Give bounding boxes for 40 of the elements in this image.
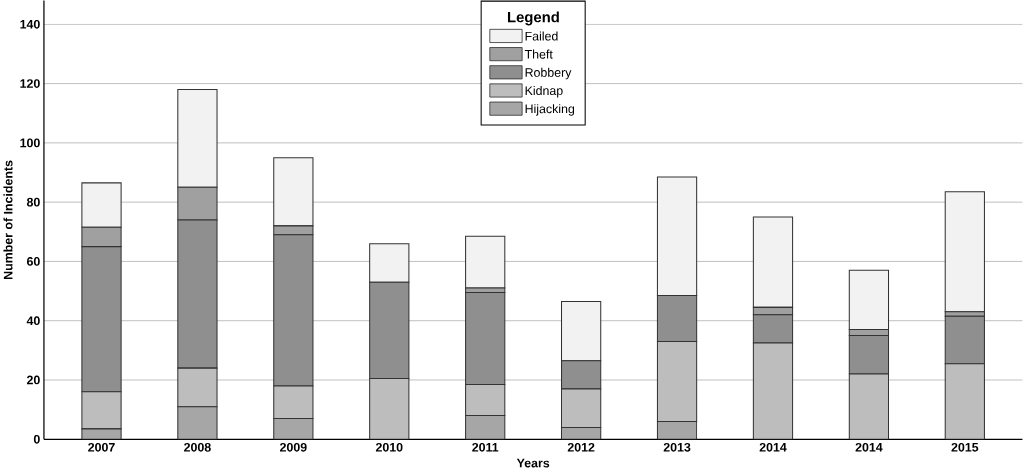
legend-label: Robbery bbox=[525, 67, 572, 80]
x-tick-label: 2014 bbox=[855, 442, 883, 452]
bar bbox=[177, 367, 218, 408]
legend-label: Hijacking bbox=[525, 104, 575, 116]
bar bbox=[848, 269, 890, 331]
x-tick-label: 2014 bbox=[759, 442, 787, 452]
bar bbox=[273, 418, 314, 440]
y-tick-label: 60 bbox=[26, 257, 40, 266]
bar bbox=[177, 406, 218, 440]
y-tick-label: 140 bbox=[20, 20, 40, 29]
bar bbox=[561, 388, 602, 428]
y-tick-label: 100 bbox=[20, 138, 40, 148]
x-tick-label: 2011 bbox=[472, 442, 499, 452]
x-tick-label: 2012 bbox=[567, 442, 595, 452]
x-tick-label: 2008 bbox=[184, 442, 211, 452]
x-axis-title: Years bbox=[516, 458, 550, 468]
y-tick-label: 120 bbox=[20, 79, 40, 89]
x-tick-label: 2015 bbox=[951, 442, 979, 452]
legend-title: Legend bbox=[507, 11, 559, 26]
y-tick-label: 40 bbox=[26, 316, 40, 326]
x-tick-label: 2009 bbox=[280, 442, 307, 452]
bar bbox=[81, 391, 122, 430]
x-tick-label: 2010 bbox=[375, 442, 403, 452]
legend-label: Failed bbox=[525, 31, 558, 41]
y-axis-title: Number of Incidents bbox=[3, 160, 13, 280]
x-tick-label: 2007 bbox=[88, 442, 115, 452]
y-tick-label: 80 bbox=[26, 197, 40, 207]
y-tick-label: 0 bbox=[33, 434, 40, 444]
bar bbox=[656, 340, 698, 423]
bar bbox=[465, 383, 506, 417]
bar bbox=[465, 235, 506, 289]
legend-label: Theft bbox=[524, 49, 553, 59]
legend-label: Kidnap bbox=[525, 86, 563, 98]
bar bbox=[273, 385, 314, 420]
y-tick-label: 20 bbox=[26, 375, 40, 385]
bar bbox=[465, 415, 506, 440]
bar bbox=[656, 421, 698, 440]
bar bbox=[561, 427, 601, 440]
bar bbox=[944, 191, 985, 313]
x-tick-label: 2013 bbox=[663, 442, 691, 452]
